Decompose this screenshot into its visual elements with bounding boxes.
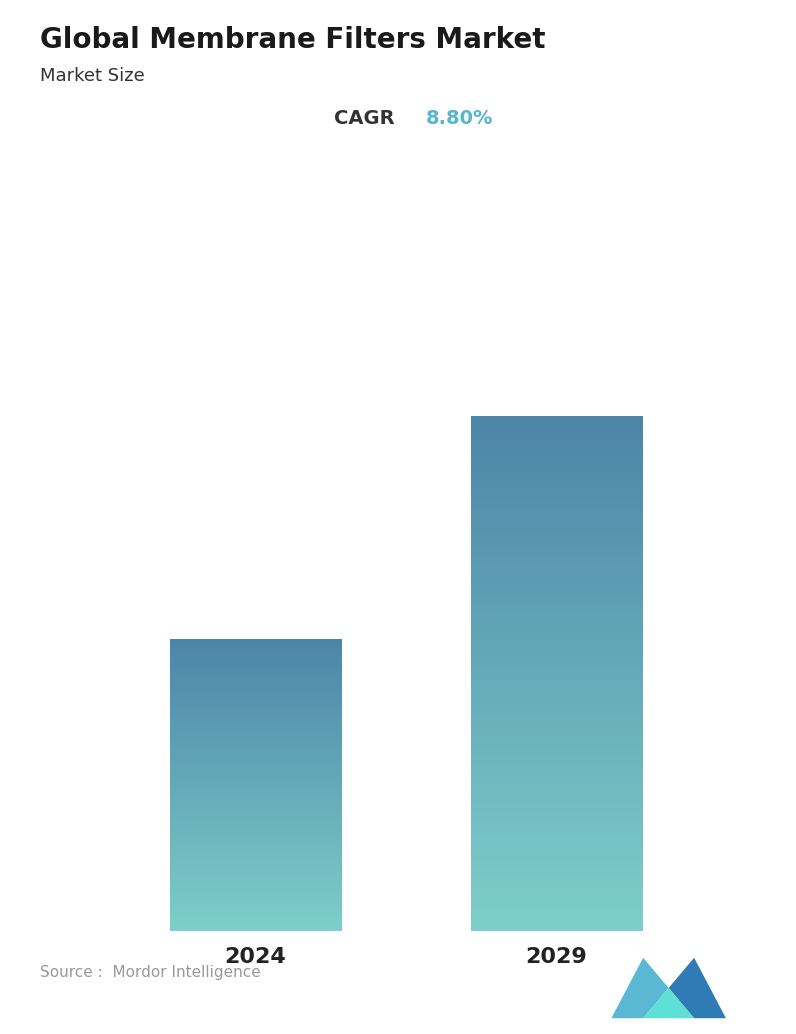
Text: Global Membrane Filters Market: Global Membrane Filters Market bbox=[40, 26, 545, 54]
Text: CAGR: CAGR bbox=[334, 109, 402, 127]
Text: 8.80%: 8.80% bbox=[426, 109, 494, 127]
Polygon shape bbox=[611, 957, 669, 1018]
Text: Source :  Mordor Intelligence: Source : Mordor Intelligence bbox=[40, 965, 260, 980]
Polygon shape bbox=[643, 989, 694, 1018]
Text: Market Size: Market Size bbox=[40, 67, 145, 85]
Polygon shape bbox=[669, 957, 726, 1018]
